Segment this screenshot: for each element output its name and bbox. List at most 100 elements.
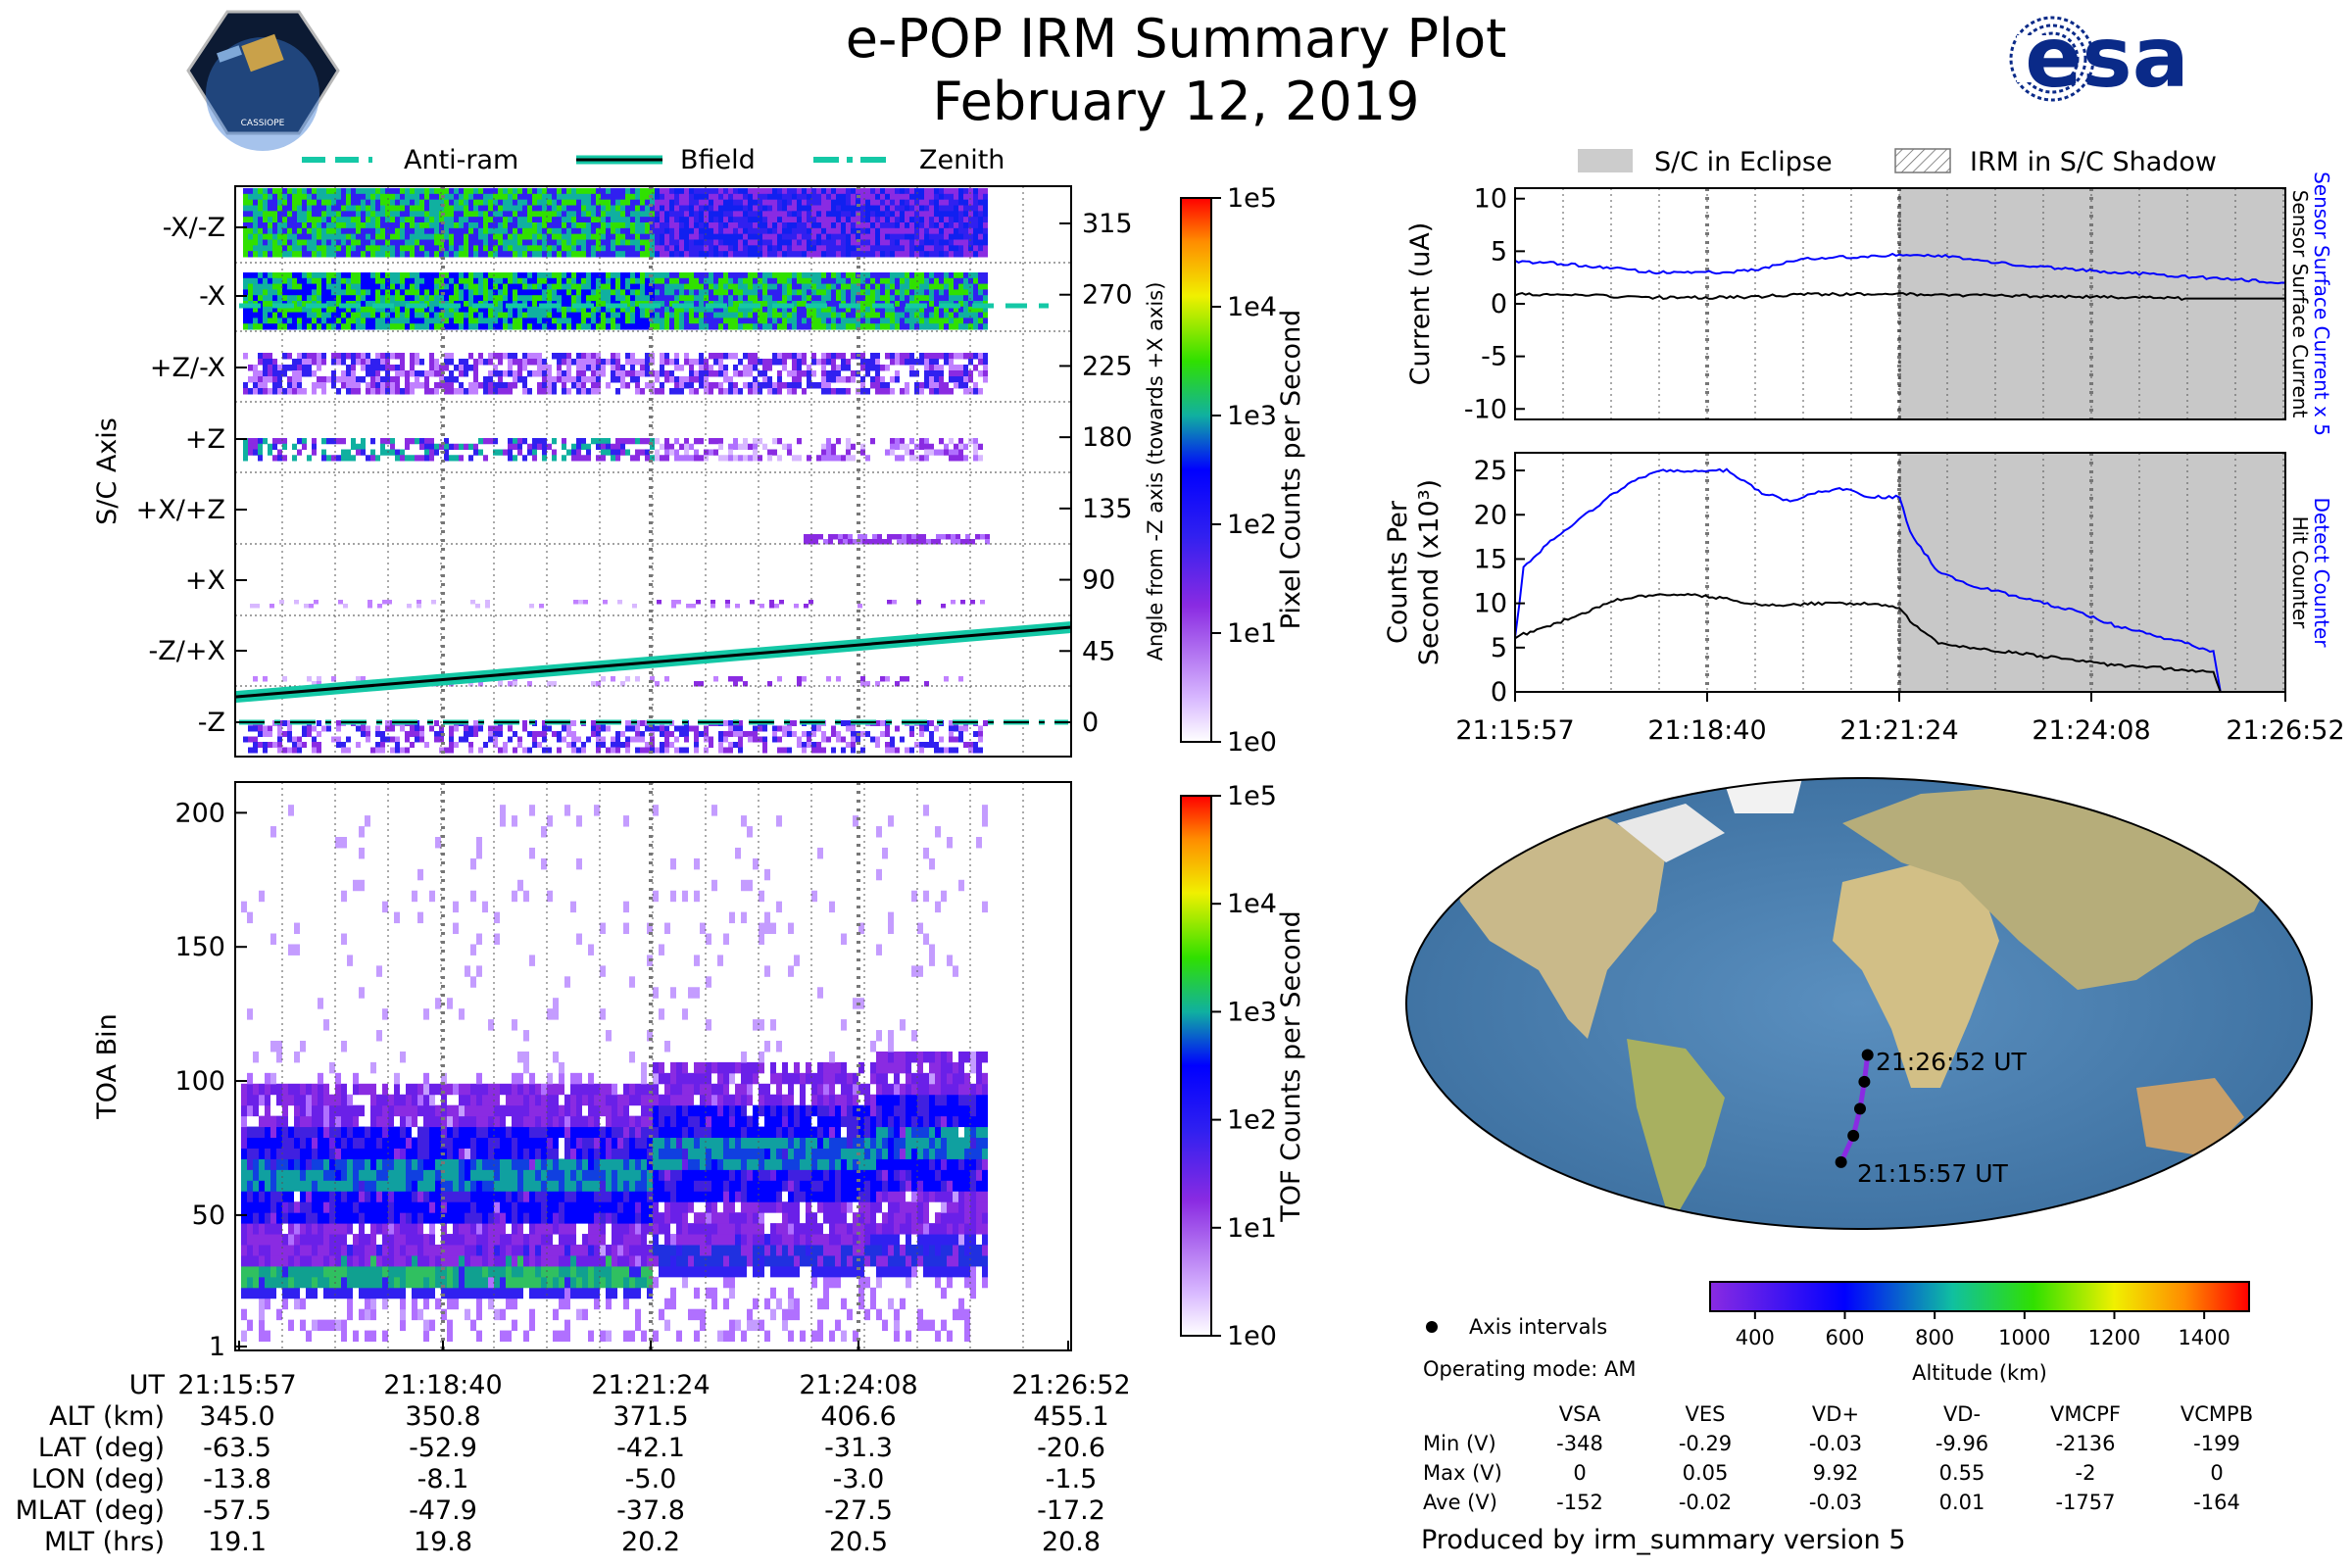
heat-cell — [694, 222, 699, 229]
heat-cell — [407, 604, 412, 609]
heat-cell — [978, 233, 983, 240]
heat-cell — [351, 289, 356, 296]
heat-cell — [277, 306, 282, 314]
heat-cell — [429, 449, 434, 456]
heat-cell — [263, 353, 268, 360]
heat-cell — [699, 272, 704, 279]
heat-cell — [743, 681, 748, 687]
heat-cell — [944, 199, 949, 206]
heat-cell — [895, 277, 900, 285]
heat-cell — [655, 438, 660, 445]
heat-cell — [292, 251, 297, 258]
heat-cell — [895, 353, 900, 360]
heat-cell — [983, 251, 988, 258]
heat-cell — [704, 199, 709, 206]
heat-cell — [297, 306, 302, 314]
heat-cell — [552, 306, 557, 314]
heat-cell — [341, 217, 346, 223]
heat-cell — [699, 376, 704, 383]
heat-cell — [968, 245, 973, 252]
heat-cell — [493, 211, 498, 218]
heat-cell — [787, 233, 792, 240]
heat-cell — [934, 376, 939, 383]
heat-cell — [944, 233, 949, 240]
heat-cell — [326, 376, 331, 383]
heat-cell — [963, 306, 968, 314]
heat-cell — [282, 318, 287, 324]
heat-cell — [958, 289, 963, 296]
heat-cell — [454, 239, 459, 246]
heat-cell — [356, 205, 361, 212]
heat-cell — [807, 199, 811, 206]
heat-cell — [272, 251, 277, 258]
heat-cell — [375, 365, 380, 371]
heat-cell — [674, 289, 679, 296]
heat-cell — [620, 227, 625, 235]
heat-cell — [669, 742, 674, 748]
heat-cell — [949, 353, 954, 360]
heat-cell — [620, 306, 625, 314]
heat-cell — [253, 306, 258, 314]
heat-cell — [361, 301, 366, 308]
heat-cell — [566, 193, 571, 201]
heat-cell — [366, 359, 370, 366]
heat-cell — [478, 289, 483, 296]
heat-cell — [366, 199, 370, 206]
heat-cell — [838, 539, 843, 545]
heat-cell — [419, 731, 424, 737]
heat-cell — [792, 301, 797, 308]
heat-cell — [326, 318, 331, 324]
heat-cell — [459, 359, 464, 366]
heat-cell — [326, 272, 331, 279]
heat-cell — [473, 217, 478, 223]
heat-cell — [699, 731, 704, 737]
heat-cell — [527, 251, 532, 258]
heat-cell — [395, 301, 400, 308]
heat-cell — [385, 353, 390, 360]
heat-cell — [268, 731, 272, 737]
heat-cell — [424, 251, 429, 258]
heat-cell — [366, 318, 370, 324]
heat-cell — [297, 736, 302, 743]
heat-cell — [733, 323, 738, 330]
heat-cell — [601, 736, 606, 743]
heat-cell — [821, 306, 826, 314]
heat-cell — [503, 277, 508, 285]
heat-cell — [674, 736, 679, 743]
heat-cell — [356, 449, 361, 456]
heat-cell — [958, 217, 963, 223]
heat-cell — [586, 443, 591, 450]
heat-cell — [713, 239, 718, 246]
heat-cell — [782, 283, 787, 290]
heat-cell — [975, 534, 980, 540]
heat-cell — [718, 306, 723, 314]
heat-cell — [797, 289, 802, 296]
heat-cell — [336, 736, 341, 743]
heat-cell — [336, 312, 341, 318]
heat-cell — [831, 227, 836, 235]
heat-cell — [395, 289, 400, 296]
heat-cell — [645, 359, 650, 366]
heat-cell — [963, 455, 968, 462]
heat-cell — [978, 211, 983, 218]
heat-cell — [645, 747, 650, 754]
heat-cell — [263, 742, 268, 748]
heat-cell — [576, 736, 581, 743]
heat-cell — [424, 199, 429, 206]
heat-cell — [689, 193, 694, 201]
heat-cell — [361, 353, 366, 360]
heat-cell — [336, 301, 341, 308]
heat-cell — [591, 382, 596, 389]
heat-cell — [640, 233, 645, 240]
heat-cell — [606, 318, 611, 324]
heat-cell — [615, 376, 620, 383]
heat-cell — [429, 199, 434, 206]
heat-cell — [258, 382, 263, 389]
heat-cell — [601, 318, 606, 324]
heat-cell — [723, 233, 728, 240]
heat-cell — [302, 295, 307, 302]
heat-cell — [571, 227, 576, 235]
heat-cell — [870, 211, 875, 218]
heat-cell — [361, 272, 366, 279]
heat-cell — [767, 365, 772, 371]
